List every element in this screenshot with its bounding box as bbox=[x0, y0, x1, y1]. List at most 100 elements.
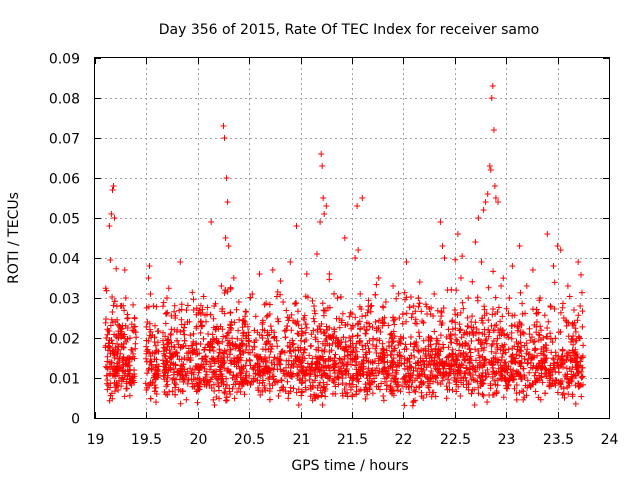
y-tick-label: 0.07 bbox=[49, 132, 80, 148]
data-point bbox=[474, 297, 481, 304]
data-point bbox=[373, 325, 380, 332]
data-point bbox=[217, 349, 224, 356]
data-point bbox=[172, 315, 179, 321]
data-point bbox=[458, 374, 465, 381]
data-point bbox=[243, 379, 249, 386]
data-point bbox=[195, 364, 202, 371]
data-point bbox=[412, 316, 419, 323]
data-point bbox=[513, 382, 520, 388]
data-point bbox=[108, 359, 115, 366]
data-point bbox=[457, 352, 464, 359]
data-point bbox=[579, 365, 586, 371]
data-point bbox=[331, 355, 338, 361]
data-point bbox=[303, 324, 310, 331]
data-point bbox=[111, 215, 118, 221]
data-point bbox=[343, 343, 350, 350]
data-point bbox=[263, 340, 270, 346]
data-point bbox=[440, 305, 447, 311]
data-point bbox=[194, 387, 201, 394]
data-point bbox=[426, 306, 433, 312]
data-point bbox=[171, 344, 178, 351]
data-point bbox=[103, 287, 110, 294]
data-point bbox=[225, 243, 232, 249]
data-point bbox=[547, 335, 554, 342]
data-point bbox=[570, 333, 577, 339]
data-point bbox=[301, 338, 308, 345]
data-point bbox=[102, 344, 109, 351]
data-point bbox=[418, 308, 425, 315]
data-point bbox=[203, 318, 209, 325]
data-point bbox=[434, 351, 441, 357]
data-point bbox=[262, 346, 269, 353]
data-point bbox=[123, 378, 130, 385]
data-point bbox=[579, 289, 585, 296]
data-point bbox=[399, 320, 406, 327]
data-point bbox=[388, 330, 395, 337]
data-point bbox=[129, 327, 136, 334]
data-point bbox=[572, 352, 579, 359]
data-point bbox=[149, 379, 156, 385]
data-point bbox=[479, 320, 486, 326]
data-point bbox=[331, 364, 338, 371]
data-point bbox=[452, 325, 459, 332]
data-point bbox=[172, 362, 179, 369]
data-point bbox=[352, 362, 359, 369]
data-point bbox=[271, 335, 278, 342]
data-point bbox=[454, 357, 461, 364]
data-point bbox=[360, 366, 366, 373]
data-point bbox=[203, 371, 210, 378]
data-point bbox=[380, 319, 387, 326]
data-point bbox=[533, 364, 540, 370]
data-point bbox=[298, 363, 305, 370]
data-point bbox=[203, 361, 209, 368]
data-point bbox=[439, 320, 446, 326]
data-point bbox=[343, 381, 350, 388]
data-point bbox=[326, 367, 333, 374]
data-point bbox=[408, 334, 414, 340]
y-tick-label: 0.01 bbox=[49, 372, 80, 388]
data-point bbox=[254, 367, 261, 374]
data-point bbox=[163, 310, 170, 317]
data-point bbox=[219, 305, 226, 312]
data-point bbox=[425, 384, 432, 391]
data-point bbox=[452, 319, 459, 326]
data-point bbox=[354, 321, 361, 328]
data-point bbox=[232, 381, 239, 388]
data-point bbox=[317, 355, 324, 362]
data-point bbox=[119, 357, 126, 364]
data-point bbox=[495, 304, 502, 311]
data-point bbox=[223, 332, 230, 339]
data-point bbox=[464, 323, 471, 329]
data-point bbox=[209, 374, 216, 381]
data-point bbox=[301, 346, 308, 352]
x-tick-label: 19 bbox=[87, 432, 105, 448]
data-point bbox=[143, 355, 149, 362]
data-point bbox=[229, 335, 236, 342]
data-point bbox=[508, 322, 515, 329]
data-point bbox=[293, 357, 299, 364]
data-point bbox=[578, 374, 585, 381]
data-point bbox=[150, 303, 157, 309]
data-point bbox=[111, 354, 118, 361]
data-point bbox=[326, 271, 333, 277]
data-point bbox=[247, 382, 254, 388]
data-point bbox=[199, 306, 206, 313]
data-point bbox=[445, 344, 452, 351]
data-point bbox=[341, 235, 348, 241]
data-point bbox=[490, 127, 497, 133]
data-point bbox=[349, 311, 355, 317]
data-point bbox=[344, 359, 351, 365]
data-point bbox=[401, 346, 408, 353]
data-point bbox=[226, 351, 233, 358]
data-point bbox=[210, 381, 217, 388]
data-point bbox=[151, 339, 158, 345]
data-point bbox=[528, 355, 535, 362]
data-point bbox=[470, 324, 477, 331]
data-point bbox=[153, 391, 160, 397]
data-point bbox=[118, 332, 125, 339]
data-point bbox=[333, 315, 340, 322]
data-point bbox=[507, 366, 514, 373]
data-point bbox=[196, 350, 203, 357]
data-point bbox=[261, 367, 268, 374]
